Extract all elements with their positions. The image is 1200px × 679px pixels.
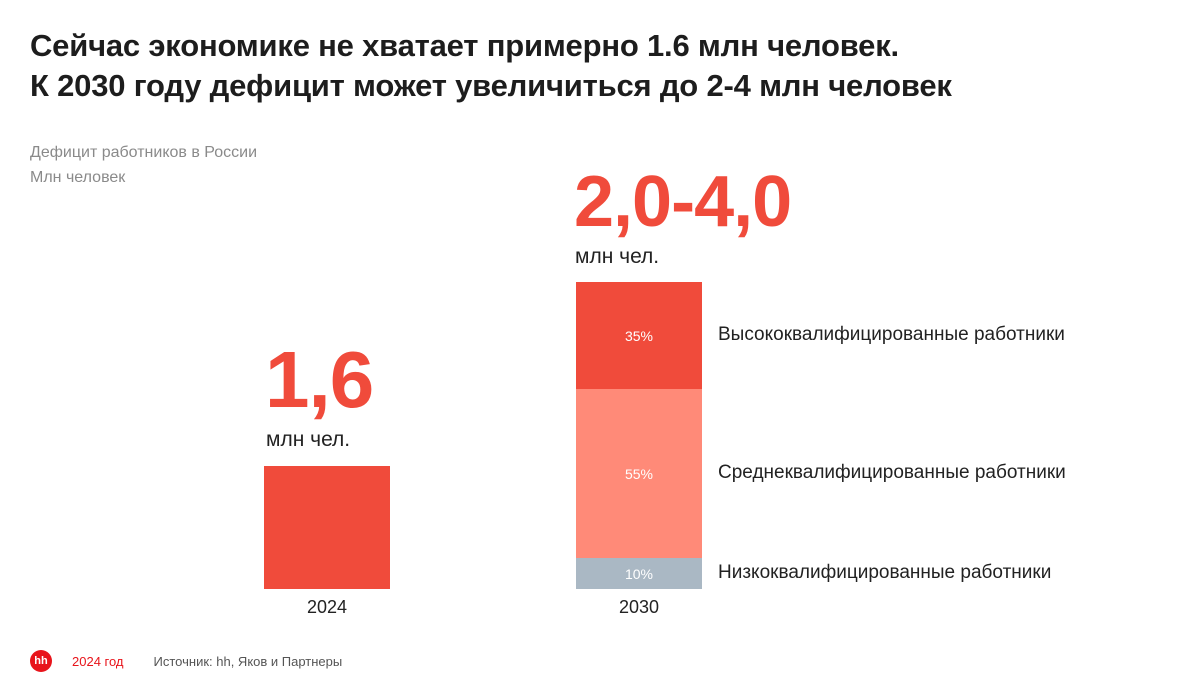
legend-high: Высококвалифицированные работники <box>718 323 1065 345</box>
chart-title: Сейчас экономике не хватает примерно 1.6… <box>30 26 1170 106</box>
hh-logo: hh <box>30 650 52 672</box>
bar-segment-high: 35% <box>576 282 702 389</box>
footer-year: 2024 год <box>72 653 124 669</box>
bar-2030: 35% 55% 10% <box>576 282 702 589</box>
legend-mid: Среднеквалифицированные работники <box>718 461 1066 483</box>
x-tick-2030: 2030 <box>618 597 660 617</box>
segment-label-high: 35% <box>624 327 654 344</box>
unit-label-2024: млн чел. <box>266 428 351 451</box>
value-label-2024: 1,6 <box>265 335 374 424</box>
chart-subtitle: Дефицит работников в России Млн человек <box>30 140 257 190</box>
footer: hh 2024 год Источник: hh, Яков и Партнер… <box>30 650 342 672</box>
bar-segment-low: 10% <box>576 558 702 589</box>
subtitle-line-1: Дефицит работников в России <box>30 144 258 161</box>
subtitle-line-2: Млн человек <box>30 169 126 186</box>
footer-source: Источник: hh, Яков и Партнеры <box>153 653 343 669</box>
unit-label-2030: млн чел. <box>575 245 660 268</box>
segment-label-mid: 55% <box>624 465 654 482</box>
title-line-2: К 2030 году дефицит может увеличиться до… <box>30 68 952 103</box>
segment-label-low: 10% <box>624 565 654 582</box>
bar-2024 <box>264 466 390 589</box>
title-line-1: Сейчас экономике не хватает примерно 1.6… <box>30 28 899 63</box>
value-label-2030: 2,0-4,0 <box>574 162 792 242</box>
bar-segment-mid: 55% <box>576 389 702 558</box>
x-tick-2024: 2024 <box>306 597 348 617</box>
legend-low: Низкоквалифицированные работники <box>718 561 1052 583</box>
